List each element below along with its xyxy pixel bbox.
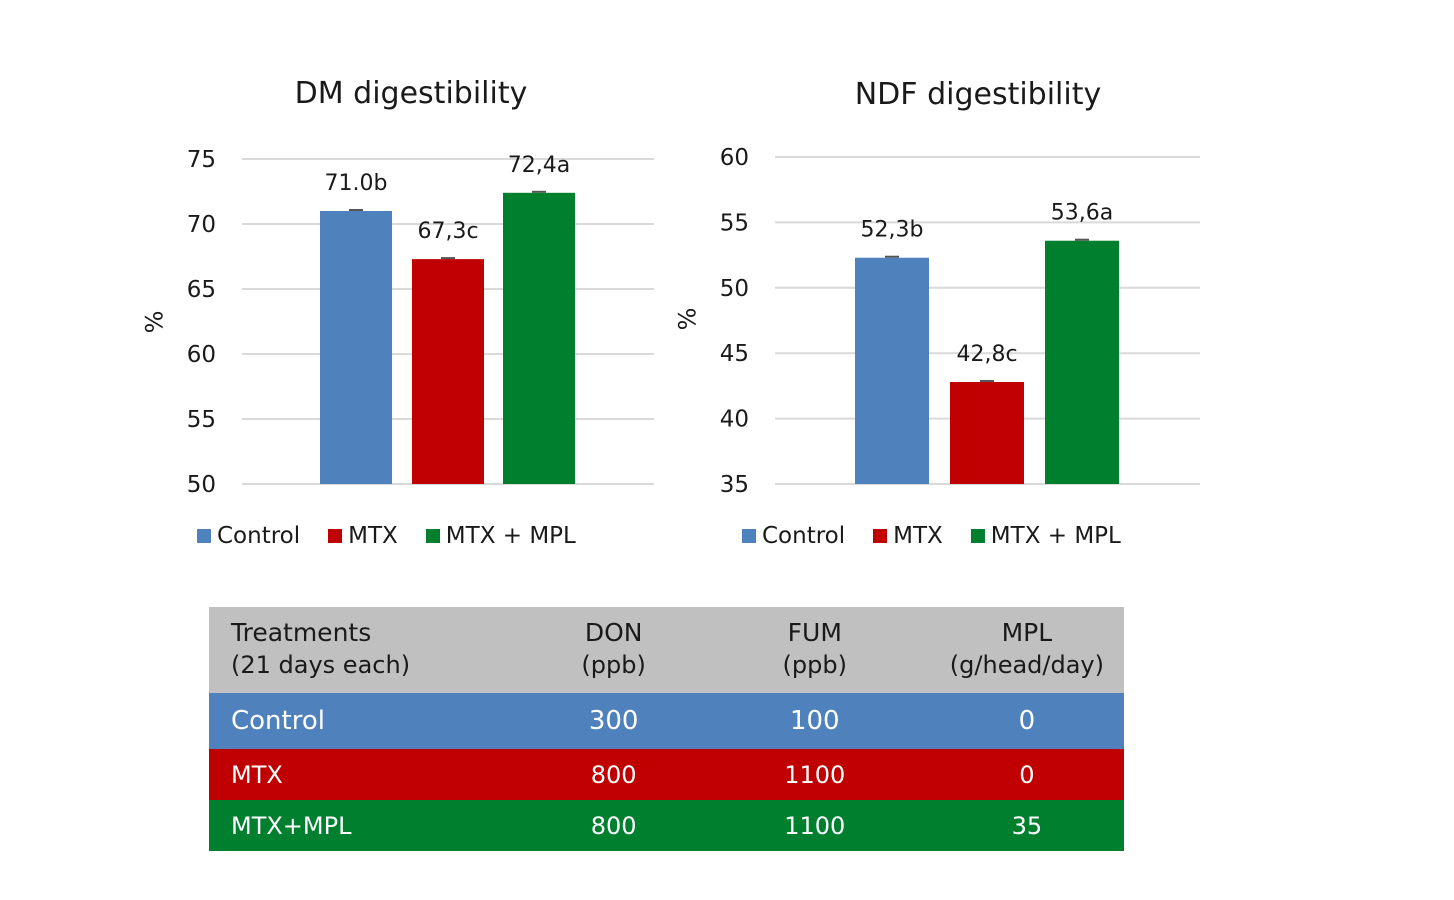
legend-item: Control: [197, 523, 300, 549]
dm-data-label: 67,3c: [417, 219, 478, 244]
dm-bar-mtx-mpl: [503, 192, 575, 485]
table-cell: 100: [789, 706, 840, 736]
dm-digestibility-chart: 50 55 60 65 70 75 71.0b 67,3c 72,4a: [187, 147, 654, 498]
treatment-name-cell: MTX+MPL: [231, 811, 352, 840]
legend-swatch-icon: [425, 529, 440, 543]
ndf-chart-legend: Control MTX MTX + MPL: [742, 523, 1149, 549]
header-fum: FUM (ppb): [699, 607, 928, 693]
legend-label: MTX + MPL: [445, 523, 576, 549]
legend-swatch-icon: [742, 529, 756, 543]
ndf-y-tick-label: 55: [720, 210, 749, 236]
dm-y-tick-label: 55: [187, 407, 216, 433]
dm-data-label: 71.0b: [325, 171, 388, 196]
dm-data-label: 72,4a: [508, 153, 570, 178]
dm-y-tick-label: 60: [187, 342, 216, 368]
header-mpl: MPL (g/head/day): [927, 607, 1124, 693]
ndf-chart-title: NDF digestibility: [854, 77, 1102, 112]
header-main: FUM: [787, 618, 842, 647]
ndf-y-tick-label: 35: [720, 472, 749, 498]
ndf-bar-control: [855, 257, 929, 484]
legend-item: MTX: [873, 523, 943, 549]
header-treatments: Treatments (21 days each): [209, 607, 526, 693]
dm-y-tick-label: 70: [187, 212, 216, 238]
legend-item: MTX + MPL: [970, 523, 1121, 549]
ndf-y-tick-label: 50: [720, 276, 749, 302]
legend-label: MTX: [348, 523, 398, 549]
table-cell: 0: [1019, 760, 1035, 789]
legend-item: MTX: [328, 523, 398, 549]
header-don: DON (ppb): [525, 607, 700, 693]
header-sub: (ppb): [782, 651, 847, 679]
dm-chart-legend: Control MTX MTX + MPL: [197, 523, 604, 549]
table-row: Control 300 100 0: [209, 693, 1124, 749]
legend-swatch-icon: [873, 529, 888, 543]
table-cell: 300: [588, 706, 639, 736]
table-cell: 1100: [784, 760, 846, 789]
dm-y-tick-label: 65: [187, 277, 216, 303]
table-cell: 0: [1018, 706, 1036, 736]
ndf-y-tick-label: 40: [720, 407, 749, 433]
legend-item: Control: [742, 523, 845, 549]
ndf-y-tick-label: 45: [720, 341, 749, 367]
treatments-table: Treatments (21 days each) DON (ppb) FUM …: [209, 607, 1124, 851]
ndf-data-label: 42,8c: [956, 342, 1017, 367]
ndf-data-label: 53,6a: [1051, 201, 1113, 226]
legend-label: MTX: [893, 523, 943, 549]
table-cell: 1100: [784, 811, 846, 840]
legend-item: MTX + MPL: [425, 523, 576, 549]
dm-bar-control: [320, 211, 392, 484]
header-main: DON: [584, 618, 643, 647]
legend-label: MTX + MPL: [990, 523, 1121, 549]
legend-swatch-icon: [328, 529, 343, 543]
ndf-data-label: 52,3b: [861, 218, 924, 243]
table-cell: 800: [590, 811, 637, 840]
table-cell: 800: [590, 760, 637, 789]
treatment-name-cell: Control: [231, 706, 325, 736]
ndf-y-tick-label: 60: [720, 145, 749, 171]
dm-bar-mtx: [412, 259, 484, 484]
header-sub: (21 days each): [231, 651, 411, 679]
table-row: MTX 800 1100 0: [209, 749, 1124, 800]
dm-y-tick-label: 75: [187, 147, 216, 173]
legend-label: Control: [762, 523, 846, 549]
dm-chart-title: DM digestibility: [294, 76, 528, 111]
legend-swatch-icon: [197, 529, 211, 543]
dm-y-tick-label: 50: [187, 472, 216, 498]
header-main: Treatments: [231, 618, 372, 647]
ndf-bar-mtx: [950, 381, 1024, 484]
legend-swatch-icon: [970, 529, 985, 543]
treatment-name-cell: MTX: [231, 760, 283, 789]
table-row: MTX+MPL 800 1100 35: [209, 800, 1124, 851]
table-header-row: Treatments (21 days each) DON (ppb) FUM …: [209, 607, 1124, 693]
table-cell: 35: [1011, 811, 1043, 840]
header-sub: (ppb): [581, 651, 646, 679]
ndf-digestibility-chart: 35 40 45 50 55 60 52,3b 42,8c 53,6a: [720, 145, 1200, 498]
header-main: MPL: [1001, 618, 1053, 647]
legend-label: Control: [217, 523, 301, 549]
ndf-bar-mtx-mpl: [1045, 240, 1119, 484]
header-sub: (g/head/day): [949, 651, 1104, 679]
